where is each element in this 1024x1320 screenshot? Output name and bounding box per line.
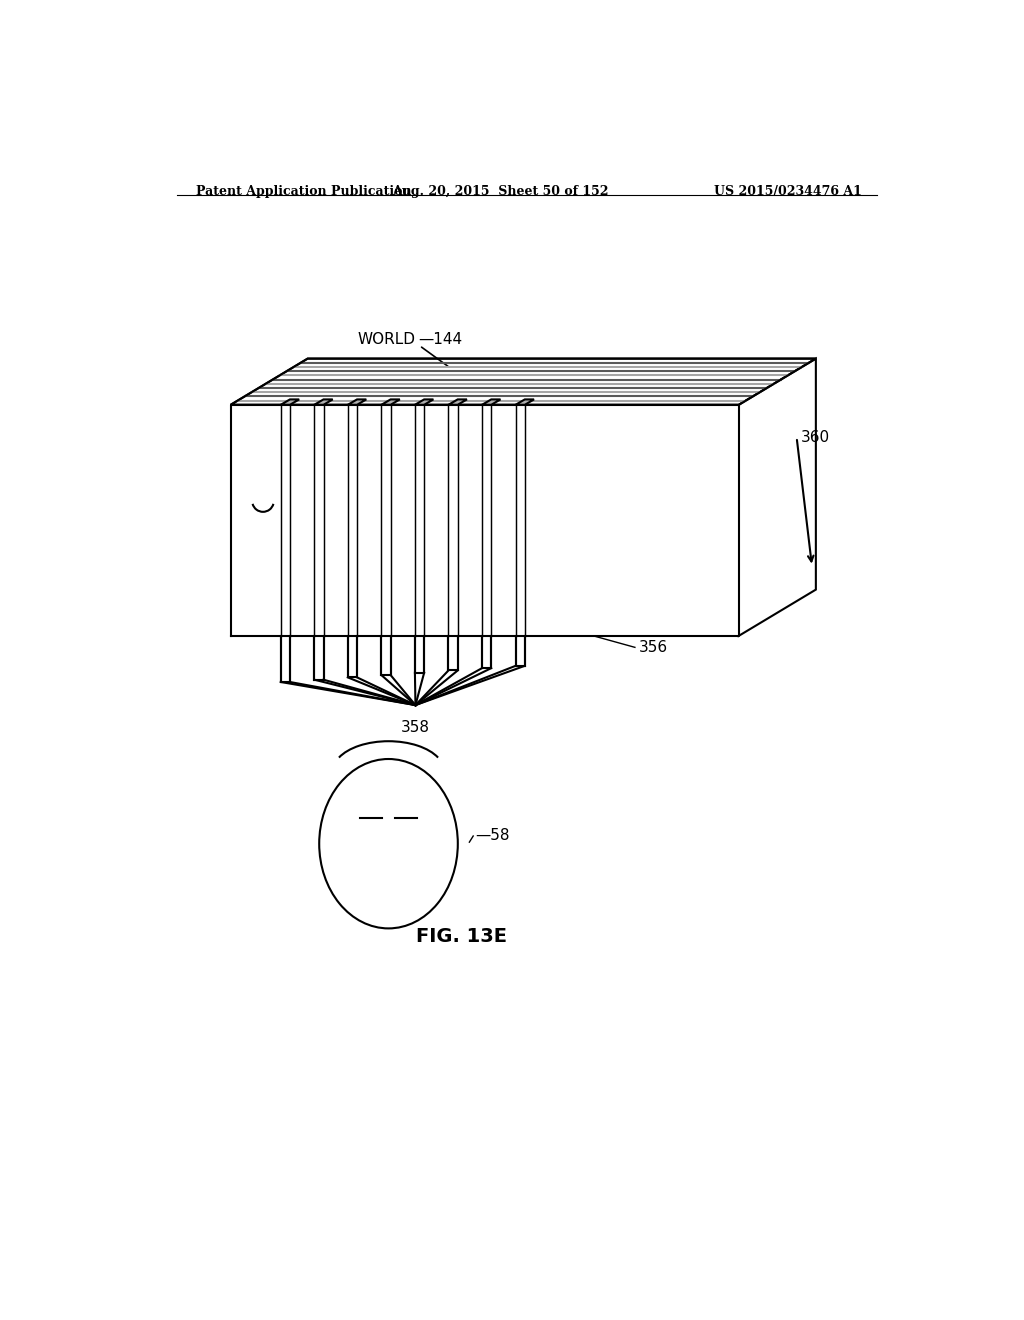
Text: —58: —58: [475, 829, 510, 843]
Polygon shape: [230, 359, 816, 405]
Polygon shape: [281, 405, 290, 682]
Text: US 2015/0234476 A1: US 2015/0234476 A1: [714, 185, 862, 198]
Polygon shape: [482, 405, 492, 668]
Polygon shape: [230, 405, 739, 636]
Polygon shape: [381, 405, 390, 675]
Polygon shape: [515, 405, 524, 665]
Polygon shape: [449, 405, 458, 671]
Polygon shape: [281, 400, 299, 405]
Text: 360: 360: [801, 429, 829, 445]
Polygon shape: [314, 400, 333, 405]
Text: WORLD: WORLD: [357, 331, 416, 347]
Text: 358: 358: [401, 721, 430, 735]
Text: 356: 356: [639, 640, 668, 655]
Polygon shape: [314, 405, 324, 680]
Text: —144: —144: [418, 331, 462, 347]
Ellipse shape: [319, 759, 458, 928]
Polygon shape: [348, 405, 357, 677]
Polygon shape: [415, 405, 424, 673]
Polygon shape: [415, 400, 433, 405]
Text: Patent Application Publication: Patent Application Publication: [196, 185, 412, 198]
Text: FIG. 13E: FIG. 13E: [416, 927, 507, 945]
Polygon shape: [449, 400, 467, 405]
Polygon shape: [515, 400, 535, 405]
Polygon shape: [348, 400, 367, 405]
Polygon shape: [739, 359, 816, 636]
Text: Aug. 20, 2015  Sheet 50 of 152: Aug. 20, 2015 Sheet 50 of 152: [392, 185, 608, 198]
Polygon shape: [482, 400, 501, 405]
Polygon shape: [381, 400, 399, 405]
